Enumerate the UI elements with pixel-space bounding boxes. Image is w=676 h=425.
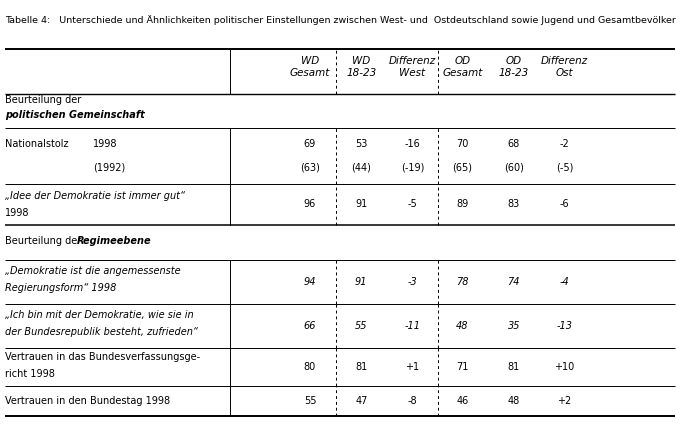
Text: 48: 48 [456,321,468,331]
Text: 1998: 1998 [5,208,30,218]
Text: (60): (60) [504,162,524,172]
Text: Beurteilung der: Beurteilung der [5,95,82,105]
Text: 1998: 1998 [93,139,118,149]
Text: (1992): (1992) [93,162,126,172]
Text: (-19): (-19) [401,162,424,172]
Text: -6: -6 [560,199,569,210]
Text: „Ich bin mit der Demokratie, wie sie in: „Ich bin mit der Demokratie, wie sie in [5,310,194,320]
Text: (65): (65) [452,162,473,172]
Text: -2: -2 [560,139,569,149]
Text: 81: 81 [508,362,520,372]
Text: 81: 81 [355,362,368,372]
Text: Beurteilung der: Beurteilung der [5,235,84,246]
Text: OD
18-23: OD 18-23 [499,56,529,78]
Text: 35: 35 [508,321,520,331]
Text: -16: -16 [404,139,420,149]
Text: OD
Gesamt: OD Gesamt [442,56,483,78]
Text: Tabelle 4:   Unterschiede und Ähnlichkeiten politischer Einstellungen zwischen W: Tabelle 4: Unterschiede und Ähnlichkeite… [5,15,676,25]
Text: 70: 70 [456,139,468,149]
Text: Vertrauen in das Bundesverfassungsge-: Vertrauen in das Bundesverfassungsge- [5,352,201,363]
Text: 96: 96 [304,199,316,210]
Text: 66: 66 [304,321,316,331]
Text: 80: 80 [304,362,316,372]
Text: 78: 78 [456,277,468,287]
Text: 48: 48 [508,396,520,406]
Text: richt 1998: richt 1998 [5,369,55,380]
Text: 91: 91 [355,199,368,210]
Text: +1: +1 [406,362,419,372]
Text: -8: -8 [408,396,417,406]
Text: 55: 55 [304,396,316,406]
Text: der Bundesrepublik besteht, zufrieden“: der Bundesrepublik besteht, zufrieden“ [5,327,198,337]
Text: 71: 71 [456,362,468,372]
Text: WD
18-23: WD 18-23 [346,56,377,78]
Text: (63): (63) [300,162,320,172]
Text: 74: 74 [508,277,520,287]
Text: politischen Gemeinschaft: politischen Gemeinschaft [5,110,145,120]
Text: WD
Gesamt: WD Gesamt [290,56,330,78]
Text: -3: -3 [408,277,417,287]
Text: 91: 91 [355,277,368,287]
Text: Regierungsform“ 1998: Regierungsform“ 1998 [5,283,117,293]
Text: 55: 55 [355,321,368,331]
Text: (44): (44) [352,162,371,172]
Text: +10: +10 [554,362,575,372]
Text: Regimeebene: Regimeebene [76,235,151,246]
Text: „Demokratie ist die angemessenste: „Demokratie ist die angemessenste [5,266,181,276]
Text: 53: 53 [355,139,368,149]
Text: 89: 89 [456,199,468,210]
Text: Differenz
West: Differenz West [389,56,436,78]
Text: Vertrauen in den Bundestag 1998: Vertrauen in den Bundestag 1998 [5,396,170,406]
Text: (-5): (-5) [556,162,573,172]
Text: 68: 68 [508,139,520,149]
Text: „Idee der Demokratie ist immer gut“: „Idee der Demokratie ist immer gut“ [5,191,185,201]
Text: Differenz
Ost: Differenz Ost [541,56,588,78]
Text: +2: +2 [557,396,572,406]
Text: -13: -13 [556,321,573,331]
Text: -4: -4 [560,277,569,287]
Text: 46: 46 [456,396,468,406]
Text: 69: 69 [304,139,316,149]
Text: 94: 94 [304,277,316,287]
Text: Nationalstolz: Nationalstolz [5,139,69,149]
Text: 47: 47 [355,396,368,406]
Text: -11: -11 [404,321,420,331]
Text: -5: -5 [408,199,417,210]
Text: 83: 83 [508,199,520,210]
